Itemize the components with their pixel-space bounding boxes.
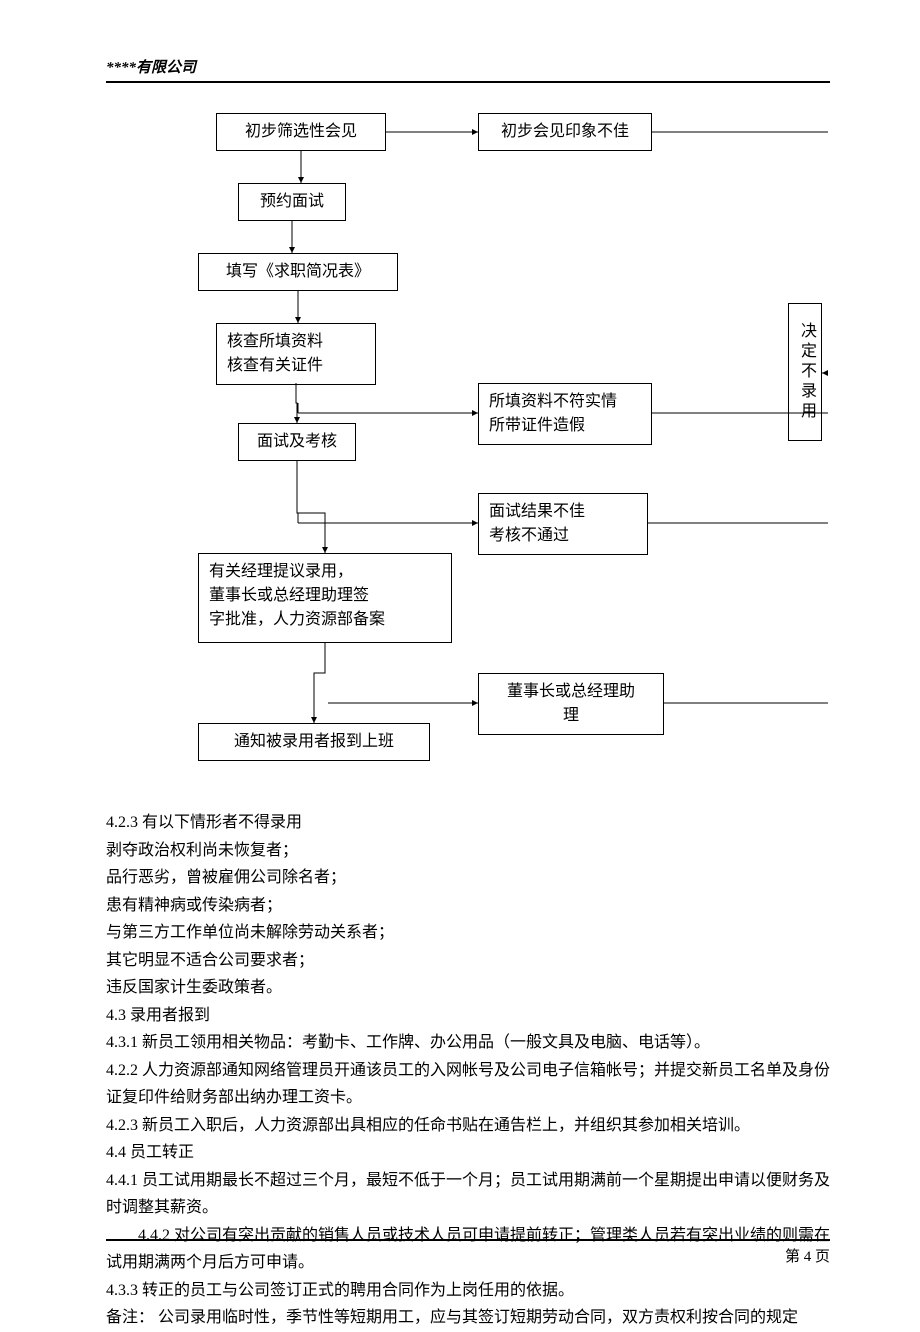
header-rule bbox=[106, 81, 830, 83]
para-4-3-3: 4.3.3 转正的员工与公司签订正式的聘用合同作为上岗任用的依据。 bbox=[106, 1277, 830, 1305]
para-4-4-1: 4.4.1 员工试用期最长不超过三个月，最短不低于一个月；员工试用期满前一个星期… bbox=[106, 1167, 830, 1222]
para-4-2-2: 4.2.2 人力资源部通知网络管理员开通该员工的入网帐号及公司电子信箱帐号；并提… bbox=[106, 1057, 830, 1112]
node-interview-assess: 面试及考核 bbox=[238, 423, 356, 461]
para-4-2-3b: 4.2.3 新员工入职后，人力资源部出具相应的任命书贴在通告栏上，并组织其参加相… bbox=[106, 1112, 830, 1140]
para-4-3-title: 4.3 录用者报到 bbox=[106, 1002, 830, 1030]
node-notify-report: 通知被录用者报到上班 bbox=[198, 723, 430, 761]
para-line-3: 品行恶劣，曾被雇佣公司除名者； bbox=[106, 864, 830, 892]
para-4-3-1: 4.3.1 新员工领用相关物品：考勤卡、工作牌、办公用品（一般文具及电脑、电话等… bbox=[106, 1029, 830, 1057]
node-decide-reject: 决定不录用 bbox=[788, 303, 822, 441]
page-number: 第 4 页 bbox=[106, 1245, 830, 1266]
flowchart-arrows bbox=[108, 113, 828, 793]
recruitment-flowchart: 初步筛选性会见 预约面试 填写《求职简况表》 核查所填资料 核查有关证件 面试及… bbox=[108, 113, 828, 793]
node-bad-impression: 初步会见印象不佳 bbox=[478, 113, 652, 151]
node-schedule-interview: 预约面试 bbox=[238, 183, 346, 221]
para-line-4: 患有精神病或传染病者； bbox=[106, 892, 830, 920]
para-line-6: 其它明显不适合公司要求者； bbox=[106, 947, 830, 975]
para-line-5: 与第三方工作单位尚未解除劳动关系者； bbox=[106, 919, 830, 947]
para-line-7: 违反国家计生委政策者。 bbox=[106, 974, 830, 1002]
page-footer: 第 4 页 bbox=[106, 1239, 830, 1266]
node-initial-screening: 初步筛选性会见 bbox=[216, 113, 386, 151]
para-4-2-3-title: 4.2.3 有以下情形者不得录用 bbox=[106, 809, 830, 837]
node-manager-approve: 有关经理提议录用， 董事长或总经理助理签 字批准，人力资源部备案 bbox=[198, 553, 452, 643]
node-verify-docs: 核查所填资料 核查有关证件 bbox=[216, 323, 376, 385]
node-false-docs: 所填资料不符实情 所带证件造假 bbox=[478, 383, 652, 445]
footer-rule bbox=[106, 1239, 830, 1241]
company-header: ****有限公司 bbox=[106, 56, 830, 77]
node-chairman-assistant: 董事长或总经理助 理 bbox=[478, 673, 664, 735]
node-fail-interview: 面试结果不佳 考核不通过 bbox=[478, 493, 648, 555]
para-remark: 备注： 公司录用临时性，季节性等短期用工，应与其签订短期劳动合同，双方责权利按合… bbox=[106, 1304, 830, 1332]
para-4-4-title: 4.4 员工转正 bbox=[106, 1139, 830, 1167]
para-line-2: 剥夺政治权利尚未恢复者； bbox=[106, 837, 830, 865]
node-fill-form: 填写《求职简况表》 bbox=[198, 253, 398, 291]
